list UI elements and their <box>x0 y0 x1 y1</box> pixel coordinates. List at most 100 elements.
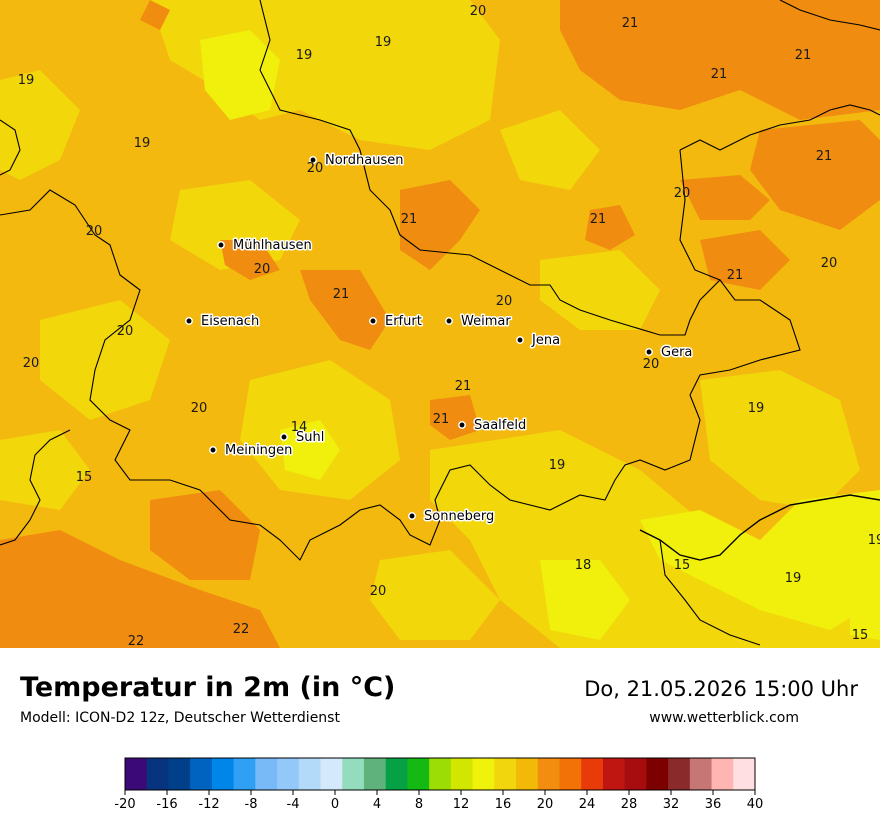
temperature-value: 18 <box>575 558 592 573</box>
temperature-value: 15 <box>852 628 869 643</box>
city-mühlhausen: Mühlhausen <box>217 237 313 255</box>
city-dot <box>516 336 524 344</box>
city-label: Nordhausen <box>325 153 404 168</box>
legend-tick-label: 20 <box>537 797 554 812</box>
city-sonneberg: Sonneberg <box>408 508 496 526</box>
legend-tick-label: 32 <box>663 797 680 812</box>
legend-swatch <box>385 758 408 790</box>
temperature-value: 19 <box>748 401 765 416</box>
city-erfurt: Erfurt <box>369 313 423 331</box>
borders <box>0 0 880 646</box>
legend-swatch <box>146 758 169 790</box>
legend-swatch <box>342 758 365 790</box>
legend-swatch <box>602 758 626 790</box>
temperature-value: 19 <box>296 48 313 63</box>
temperature-value: 22 <box>233 622 250 637</box>
city-dot <box>408 512 416 520</box>
city-dot <box>217 241 225 249</box>
temperature-value: 20 <box>307 161 324 176</box>
city-dot <box>458 421 466 429</box>
temperature-value: 19 <box>134 136 151 151</box>
city-jena: Jena <box>516 332 562 350</box>
legend-frame <box>124 757 756 791</box>
legend-swatch <box>429 758 452 790</box>
city-label: Suhl <box>296 430 324 445</box>
legend-tick-label: -20 <box>114 797 135 812</box>
legend-swatch <box>516 758 539 790</box>
temperature-value: 21 <box>401 212 418 227</box>
value-labels: 20 21 19 19 21 21 19 19 21 20 21 20 21 20 21 20 20 21 20 21… <box>18 4 880 648</box>
legend-swatch <box>190 758 213 790</box>
model-info: Modell: ICON-D2 12z, Deutscher Wetterdie… <box>20 710 340 726</box>
legend-tick-label: 36 <box>705 797 722 812</box>
legend-tick-label: 4 <box>373 797 381 812</box>
legend-swatch <box>537 758 560 790</box>
city-label: Meiningen <box>225 443 292 458</box>
city-dot <box>280 433 288 441</box>
legend-tick-label: -12 <box>198 797 219 812</box>
city-dot <box>309 156 317 164</box>
city-label: Mühlhausen <box>233 238 312 253</box>
legend-tick-label: 40 <box>747 797 764 812</box>
legend-tick-label: 0 <box>331 797 339 812</box>
map-title: Temperatur in 2m (in °C) <box>20 672 396 703</box>
legend-swatch <box>624 758 647 790</box>
city-nordhausen: Nordhausen <box>309 152 405 170</box>
legend-swatch <box>559 758 582 790</box>
temperature-value: 20 <box>470 4 487 19</box>
temperature-value: 21 <box>455 379 472 394</box>
legend-swatch <box>211 758 235 790</box>
temperature-value: 20 <box>821 256 838 271</box>
legend-swatch <box>668 758 691 790</box>
temperature-value: 21 <box>727 268 744 283</box>
temperature-value: 20 <box>674 186 691 201</box>
forecast-datetime: Do, 21.05.2026 15:00 Uhr <box>584 677 858 701</box>
city-label: Jena <box>531 333 560 348</box>
temperature-value: 19 <box>375 35 392 50</box>
temperature-value: 21 <box>711 67 728 82</box>
legend-swatch <box>646 758 669 790</box>
temperature-value: 19 <box>785 571 802 586</box>
temperature-value: 21 <box>333 287 350 302</box>
temperature-value: 20 <box>643 357 660 372</box>
legend-swatch <box>733 758 756 790</box>
legend-swatch <box>450 758 474 790</box>
temperature-value: 14 <box>291 420 308 435</box>
temperature-value: 21 <box>433 412 450 427</box>
city-dot <box>645 348 653 356</box>
legend-swatch <box>494 758 517 790</box>
temperature-value: 19 <box>868 533 880 548</box>
city-gera: Gera <box>645 344 694 362</box>
legend-tick-label: 8 <box>415 797 423 812</box>
city-label: Gera <box>661 345 692 360</box>
temperature-value: 15 <box>674 558 691 573</box>
warm-zones <box>0 0 880 648</box>
city-suhl: Suhl <box>280 429 326 447</box>
temperature-value: 19 <box>18 73 35 88</box>
legend-swatch <box>689 758 713 790</box>
city-eisenach: Eisenach <box>185 313 261 331</box>
legend-swatch <box>407 758 430 790</box>
city-dot <box>185 317 193 325</box>
city-label: Erfurt <box>385 314 422 329</box>
legend-swatch <box>255 758 278 790</box>
temperature-value: 20 <box>117 324 134 339</box>
legend-tick-label: 12 <box>453 797 470 812</box>
city-label: Saalfeld <box>474 418 526 433</box>
temperature-value: 20 <box>496 294 513 309</box>
city-label: Eisenach <box>201 314 259 329</box>
legend-swatch <box>298 758 322 790</box>
temperature-value: 15 <box>76 470 93 485</box>
legend-tick-label: 16 <box>495 797 512 812</box>
temperature-value: 21 <box>795 48 812 63</box>
legend-swatch <box>472 758 495 790</box>
city-label: Sonneberg <box>424 509 494 524</box>
legend-swatch <box>125 758 148 790</box>
temperature-value: 21 <box>622 16 639 31</box>
legend-swatch <box>581 758 604 790</box>
legend-tick-label: 24 <box>579 797 596 812</box>
website-link[interactable]: www.wetterblick.com <box>649 710 799 726</box>
temperature-value: 21 <box>816 149 833 164</box>
city-markers: Nordhausen Mühlhausen Eisenach Erfurt Weimar… <box>185 152 694 526</box>
temperature-value: 19 <box>549 458 566 473</box>
